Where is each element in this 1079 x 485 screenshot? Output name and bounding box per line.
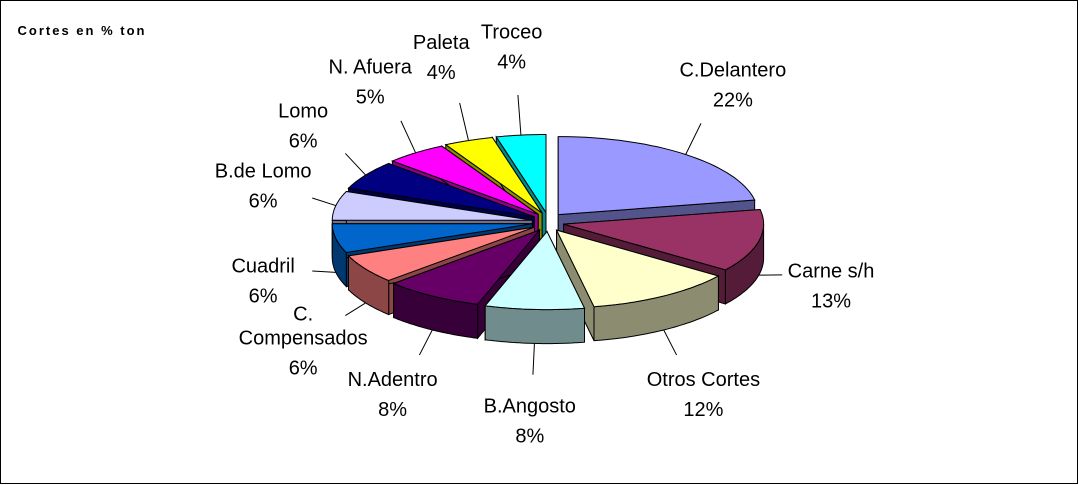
leader-line xyxy=(517,94,522,136)
data-label: Troceo 4% xyxy=(481,21,543,73)
category-label: Paleta xyxy=(413,32,471,54)
slice-side xyxy=(484,305,585,345)
category-label: C.Delantero xyxy=(679,60,786,82)
leader-line xyxy=(312,197,336,207)
slice-top xyxy=(563,208,765,271)
category-label-cont: Compensados xyxy=(239,328,368,350)
leader-line xyxy=(685,123,702,155)
category-label: Carne s/h xyxy=(788,261,875,283)
data-label: N.Adentro 8% xyxy=(348,369,438,421)
slice-top xyxy=(347,226,535,282)
leader-line xyxy=(345,302,366,317)
category-label: N.Adentro xyxy=(348,369,438,391)
slice-top xyxy=(555,229,720,308)
value-label: 12% xyxy=(683,399,723,421)
value-label: 6% xyxy=(249,191,278,213)
category-label: B.Angosto xyxy=(484,396,576,418)
leader-line xyxy=(400,120,417,153)
data-label: B.de Lomo 6% xyxy=(215,161,312,213)
slice-top xyxy=(484,230,586,311)
chart-title: Cortes en % ton xyxy=(17,23,147,38)
slice-top xyxy=(390,145,539,215)
data-label: B.Angosto 8% xyxy=(484,396,576,448)
value-label: 6% xyxy=(289,130,318,152)
value-label: 6% xyxy=(249,285,278,307)
value-label: 8% xyxy=(378,399,407,421)
value-label: 8% xyxy=(515,426,544,448)
slice-top xyxy=(392,228,542,305)
data-label: Lomo 6% xyxy=(278,100,328,152)
value-label: 6% xyxy=(289,358,318,380)
value-label: 22% xyxy=(713,90,753,112)
category-label: B.de Lomo xyxy=(215,161,312,183)
data-label: Cuadril 6% xyxy=(231,255,294,307)
category-label: Cuadril xyxy=(231,255,294,277)
data-label: Paleta 4% xyxy=(413,32,471,84)
category-label: Otros Cortes xyxy=(647,369,760,391)
leader-line xyxy=(459,102,469,141)
slice xyxy=(555,229,720,342)
slice-top xyxy=(331,223,533,254)
value-label: 5% xyxy=(356,86,385,108)
category-label: C. xyxy=(293,304,313,326)
data-label: C. Compensados 6% xyxy=(239,304,368,380)
leader-line xyxy=(312,270,336,273)
leader-line xyxy=(418,329,433,356)
data-label: N. Afuera 5% xyxy=(329,56,413,108)
category-label: Troceo xyxy=(481,21,543,43)
value-label: 13% xyxy=(811,291,851,313)
leader-line xyxy=(532,343,535,375)
slice-top xyxy=(495,134,547,215)
slice-top xyxy=(444,136,543,214)
slice xyxy=(484,230,586,345)
data-label: Carne s/h 13% xyxy=(788,261,875,313)
data-label: Otros Cortes 12% xyxy=(647,369,760,421)
leader-line xyxy=(663,329,678,356)
slice-top xyxy=(347,162,535,218)
leader-line xyxy=(344,153,366,176)
value-label: 4% xyxy=(427,62,456,84)
category-label: N. Afuera xyxy=(329,56,413,78)
value-label: 4% xyxy=(497,51,526,73)
category-label: Lomo xyxy=(278,100,328,122)
data-label: C.Delantero 22% xyxy=(679,60,786,112)
